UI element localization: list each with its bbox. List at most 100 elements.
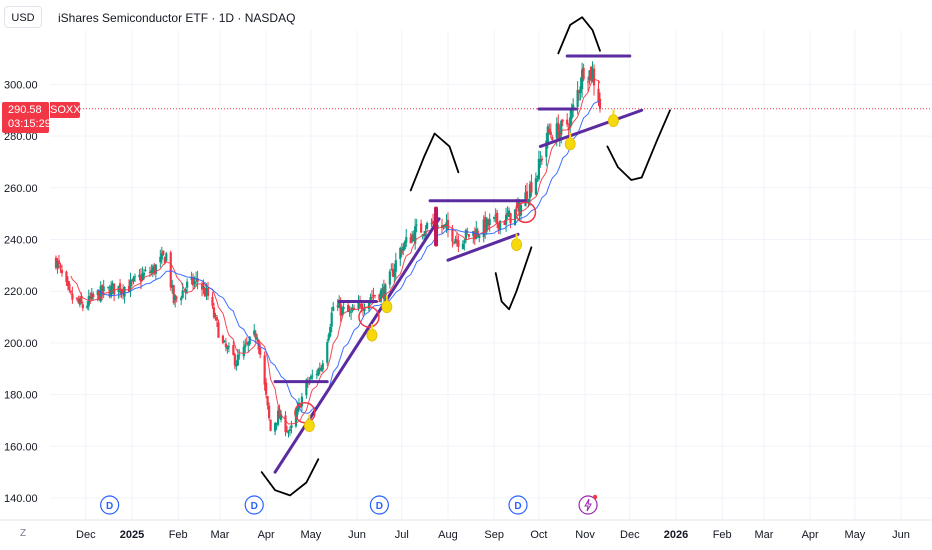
timezone-icon[interactable]: Z: [20, 528, 27, 539]
candle-body: [569, 117, 572, 128]
candle-body: [516, 202, 520, 207]
hand-drawn-peak-curve: [557, 16, 601, 55]
candle-body: [129, 280, 132, 290]
candle-body: [318, 368, 321, 371]
candle-body: [461, 243, 464, 250]
candle-body: [507, 210, 511, 217]
dividend-glyph: D: [514, 501, 521, 512]
candle-body: [326, 342, 329, 363]
candle-body: [123, 286, 126, 297]
candle-body: [205, 287, 208, 295]
candle-body: [384, 284, 387, 302]
candle-body: [193, 281, 196, 285]
candle-body: [549, 131, 552, 135]
candle-body: [65, 271, 68, 282]
candle-body: [162, 250, 165, 255]
candle-body: [184, 289, 187, 294]
hand-drawn-bottom-curve: [260, 458, 320, 497]
candle-body: [537, 158, 540, 180]
candle-body: [118, 283, 122, 293]
candle-body: [175, 297, 178, 299]
candle-body: [561, 119, 564, 122]
candle-body: [391, 268, 394, 277]
candle-body: [528, 184, 532, 199]
candle-body: [591, 71, 594, 81]
pointer-hand-icon: [366, 328, 378, 342]
candle-body: [290, 425, 293, 428]
candle-body: [81, 304, 84, 309]
candle-body: [223, 341, 226, 343]
candle-body: [287, 431, 290, 433]
candle-body: [206, 288, 210, 296]
candle-body: [420, 223, 423, 233]
rising-support-line: [538, 108, 644, 148]
earnings-marker-icon[interactable]: [578, 495, 598, 515]
candle-body: [572, 104, 575, 111]
y-tick-label: 180.00: [4, 390, 38, 402]
candle-body: [484, 217, 487, 233]
y-tick-label: 300.00: [4, 79, 38, 91]
pointer-finger: [515, 233, 518, 240]
candle-body: [582, 67, 585, 80]
x-tick-label: May: [300, 529, 321, 541]
candle-body: [212, 307, 216, 318]
candle-body: [192, 277, 195, 286]
candle-body: [414, 226, 417, 244]
candle-body: [247, 341, 250, 346]
candle-body: [203, 288, 207, 297]
y-tick-label: 160.00: [4, 441, 38, 453]
candle-body: [566, 119, 569, 125]
candle-body: [519, 205, 523, 216]
pointer-hand-icon: [381, 300, 393, 314]
candle-body: [499, 221, 502, 231]
currency-selector[interactable]: USD: [4, 6, 42, 28]
candle-body: [265, 382, 268, 395]
candle-body: [200, 284, 204, 290]
candle-body: [412, 233, 415, 241]
dividend-marker-icon[interactable]: [508, 495, 528, 515]
dividend-marker-icon[interactable]: [100, 495, 120, 515]
candle-body: [169, 252, 172, 288]
dividend-marker-icon[interactable]: [369, 495, 390, 515]
candle-body: [327, 334, 330, 341]
ma-slow-line: [97, 100, 601, 414]
candle-body: [578, 90, 581, 93]
candle-body: [215, 317, 219, 321]
candle-body: [142, 272, 146, 276]
candle-body: [329, 326, 332, 337]
candle-body: [153, 265, 156, 274]
candle-body: [224, 343, 227, 348]
pointer-finger: [308, 414, 311, 421]
candle-body: [347, 304, 350, 312]
candle-body: [56, 260, 59, 268]
candle-body: [57, 260, 61, 265]
candle-body: [98, 291, 101, 301]
dividend-marker-icon[interactable]: [244, 495, 264, 515]
candle-body: [373, 295, 377, 297]
candle-body: [592, 68, 596, 86]
pointer-finger: [612, 109, 615, 116]
candle-body: [90, 293, 93, 300]
candle-body: [89, 295, 92, 299]
candle-body: [317, 368, 320, 376]
candle-body: [496, 212, 499, 224]
candle-body: [454, 239, 457, 244]
candle-body: [473, 233, 476, 240]
dividend-glyph: D: [251, 501, 258, 512]
candle-body: [388, 271, 391, 285]
y-tick-label: 260.00: [4, 183, 38, 195]
candle-body: [214, 315, 217, 317]
candle-body: [478, 234, 481, 238]
candle-body: [174, 295, 177, 301]
dividend-glyph: D: [376, 501, 383, 512]
candle-body: [80, 296, 83, 304]
candle-body: [393, 269, 396, 278]
candle-body: [111, 283, 114, 288]
x-tick-label: Apr: [802, 529, 819, 541]
candle-body: [540, 158, 543, 161]
candle-body: [452, 242, 456, 244]
candle-body: [504, 214, 508, 225]
chart-title: iShares Semiconductor ETF · 1D · NASDAQ: [58, 11, 296, 25]
y-tick-label: 280.00: [4, 131, 38, 143]
